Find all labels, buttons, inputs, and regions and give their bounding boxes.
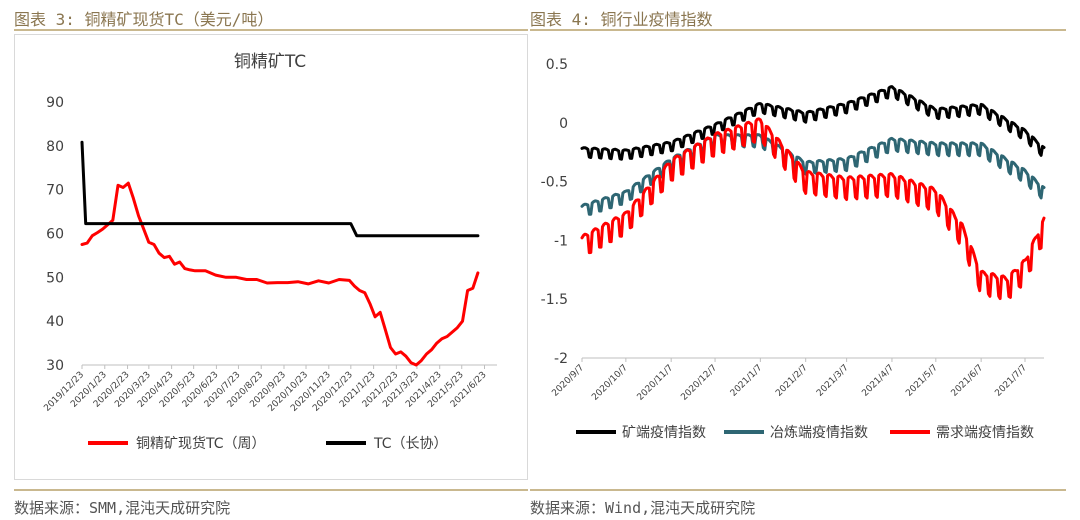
right-x-tick-label: 2021/4/7	[860, 363, 896, 399]
right-y-tick-label: 0.5	[546, 57, 568, 73]
left-y-tick-label: 70	[46, 183, 64, 199]
right-title-rule	[530, 29, 1066, 31]
right-series-line-0	[580, 85, 1046, 161]
left-source-note: 数据来源：SMM,混沌天成研究院	[14, 499, 231, 517]
right-figure-title: 图表 4: 铜行业疫情指数	[530, 10, 713, 29]
right-x-tick-label: 2021/2/7	[774, 363, 810, 399]
right-x-tick-label: 2021/3/7	[815, 363, 851, 399]
left-y-tick-label: 40	[46, 314, 64, 330]
left-chart-frame	[14, 34, 528, 480]
left-legend-label-1: TC（长协）	[373, 436, 448, 452]
right-legend-label-1: 冶炼端疫情指数	[770, 425, 868, 441]
right-x-tick-label: 2021/5/7	[904, 363, 940, 399]
left-series-line-1	[80, 140, 480, 238]
right-x-tick-label: 2020/10/7	[590, 363, 630, 403]
right-y-tick-label: -0.5	[541, 175, 568, 191]
left-source-rule	[14, 489, 528, 491]
right-legend-label-0: 矿端疫情指数	[622, 425, 706, 441]
left-y-tick-label: 50	[46, 270, 64, 286]
right-source-note: 数据来源：Wind,混沌天成研究院	[530, 499, 756, 517]
right-series-line-1	[580, 133, 1046, 216]
right-x-tick-label: 2020/9/7	[550, 363, 586, 399]
right-source-rule	[530, 489, 1066, 491]
right-x-tick-label: 2020/11/7	[636, 363, 676, 403]
left-series-line-0	[80, 181, 480, 367]
right-x-tick-label: 2021/7/7	[993, 363, 1029, 399]
left-y-tick-label: 80	[46, 139, 64, 155]
left-chart-title: 铜精矿TC	[234, 52, 306, 72]
right-y-tick-label: -2	[554, 351, 568, 367]
right-legend-label-2: 需求端疫情指数	[936, 425, 1034, 441]
right-x-tick-label: 2021/6/7	[950, 363, 986, 399]
right-x-tick-label: 2020/12/7	[679, 363, 719, 403]
right-series-line-2	[580, 117, 1046, 301]
right-y-tick-label: 0	[559, 116, 568, 132]
right-y-tick-label: -1.5	[541, 292, 568, 308]
left-chart: 304050607080902019/12/232020/1/232020/2/…	[42, 95, 497, 452]
left-figure-title: 图表 3: 铜精矿现货TC（美元/吨）	[14, 10, 274, 29]
left-y-tick-label: 90	[46, 95, 64, 111]
right-chart: -2 -1.5 -1 -0.5 0 0.5 2020/9/7 2020/10/7 2020/11…	[541, 57, 1046, 441]
left-legend-label-0: 铜精矿现货TC（周）	[136, 435, 266, 452]
left-y-tick-label: 60	[46, 227, 64, 243]
left-y-tick-label: 30	[46, 358, 64, 374]
left-title-rule	[14, 29, 528, 31]
right-y-tick-label: -1	[554, 233, 568, 249]
right-x-tick-label: 2021/1/7	[729, 363, 765, 399]
